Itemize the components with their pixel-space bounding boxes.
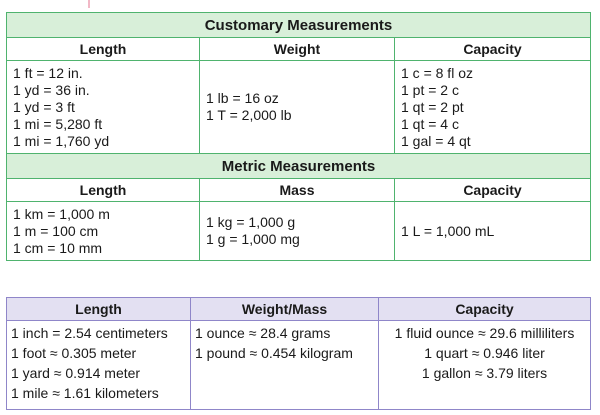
customary-length-header: Length: [6, 37, 200, 61]
list-item: 1 mi = 1,760 yd: [13, 132, 110, 149]
list-item: 1 yd = 3 ft: [13, 98, 75, 115]
list-item: 1 mile ≈ 1.61 kilometers: [11, 385, 159, 401]
conversion-table: Length Weight/Mass Capacity 1 inch = 2.5…: [6, 297, 591, 410]
customary-weight-header: Weight: [199, 37, 395, 61]
conversion-capacity-header: Capacity: [378, 297, 591, 321]
list-item: 1 km = 1,000 m: [13, 205, 110, 222]
metric-title: Metric Measurements: [6, 153, 591, 179]
list-item: 1 qt = 4 c: [401, 115, 459, 132]
conversion-weight-header: Weight/Mass: [190, 297, 379, 321]
page-edge-mark: [88, 0, 90, 8]
list-item: 1 kg = 1,000 g: [206, 214, 296, 230]
metric-capacity-cell: 1 L = 1,000 mL: [394, 201, 591, 261]
customary-metric-table: Customary Measurements Length Weight Cap…: [6, 12, 591, 261]
list-item: 1 foot ≈ 0.305 meter: [11, 345, 137, 361]
list-item: 1 yd = 36 in.: [13, 81, 90, 98]
list-item: 1 lb = 16 oz: [206, 90, 279, 106]
list-item: 1 pound ≈ 0.454 kilogram: [195, 345, 353, 361]
customary-capacity-cell: 1 c = 8 fl oz 1 pt = 2 c 1 qt = 2 pt 1 q…: [394, 60, 591, 154]
list-item: 1 fluid ounce ≈ 29.6 milliliters: [394, 325, 575, 341]
list-item: 1 gal = 4 qt: [401, 132, 471, 149]
list-item: 1 qt = 2 pt: [401, 98, 464, 115]
list-item: 1 mi = 5,280 ft: [13, 115, 103, 132]
list-item: 1 g = 1,000 mg: [206, 231, 300, 247]
list-item: 1 ft = 12 in.: [13, 64, 83, 81]
list-item: 1 T = 2,000 lb: [206, 107, 292, 123]
list-item: 1 gallon ≈ 3.79 liters: [421, 365, 548, 381]
list-item: 1 cm = 10 mm: [13, 239, 103, 256]
conversion-length-cell: 1 inch = 2.54 centimeters 1 foot ≈ 0.305…: [6, 320, 191, 410]
conversion-length-header: Length: [6, 297, 191, 321]
list-item: 1 pt = 2 c: [401, 81, 459, 98]
customary-length-cell: 1 ft = 12 in. 1 yd = 36 in. 1 yd = 3 ft …: [6, 60, 200, 154]
list-item: 1 L = 1,000 mL: [401, 222, 495, 239]
conversion-capacity-cell: 1 fluid ounce ≈ 29.6 milliliters 1 quart…: [378, 320, 591, 410]
list-item: 1 c = 8 fl oz: [401, 64, 473, 81]
list-item: 1 m = 100 cm: [13, 222, 99, 239]
metric-capacity-header: Capacity: [394, 178, 591, 202]
list-item: 1 inch = 2.54 centimeters: [11, 325, 168, 341]
metric-length-cell: 1 km = 1,000 m 1 m = 100 cm 1 cm = 10 mm: [6, 201, 200, 261]
customary-weight-cell: 1 lb = 16 oz 1 T = 2,000 lb: [199, 60, 395, 154]
list-item: 1 yard ≈ 0.914 meter: [11, 365, 141, 381]
conversion-weight-cell: 1 ounce ≈ 28.4 grams 1 pound ≈ 0.454 kil…: [190, 320, 379, 410]
metric-length-header: Length: [6, 178, 200, 202]
customary-title: Customary Measurements: [6, 12, 591, 38]
metric-mass-header: Mass: [199, 178, 395, 202]
list-item: 1 ounce ≈ 28.4 grams: [195, 325, 331, 341]
customary-capacity-header: Capacity: [394, 37, 591, 61]
list-item: 1 quart ≈ 0.946 liter: [424, 345, 545, 361]
metric-mass-cell: 1 kg = 1,000 g 1 g = 1,000 mg: [199, 201, 395, 261]
